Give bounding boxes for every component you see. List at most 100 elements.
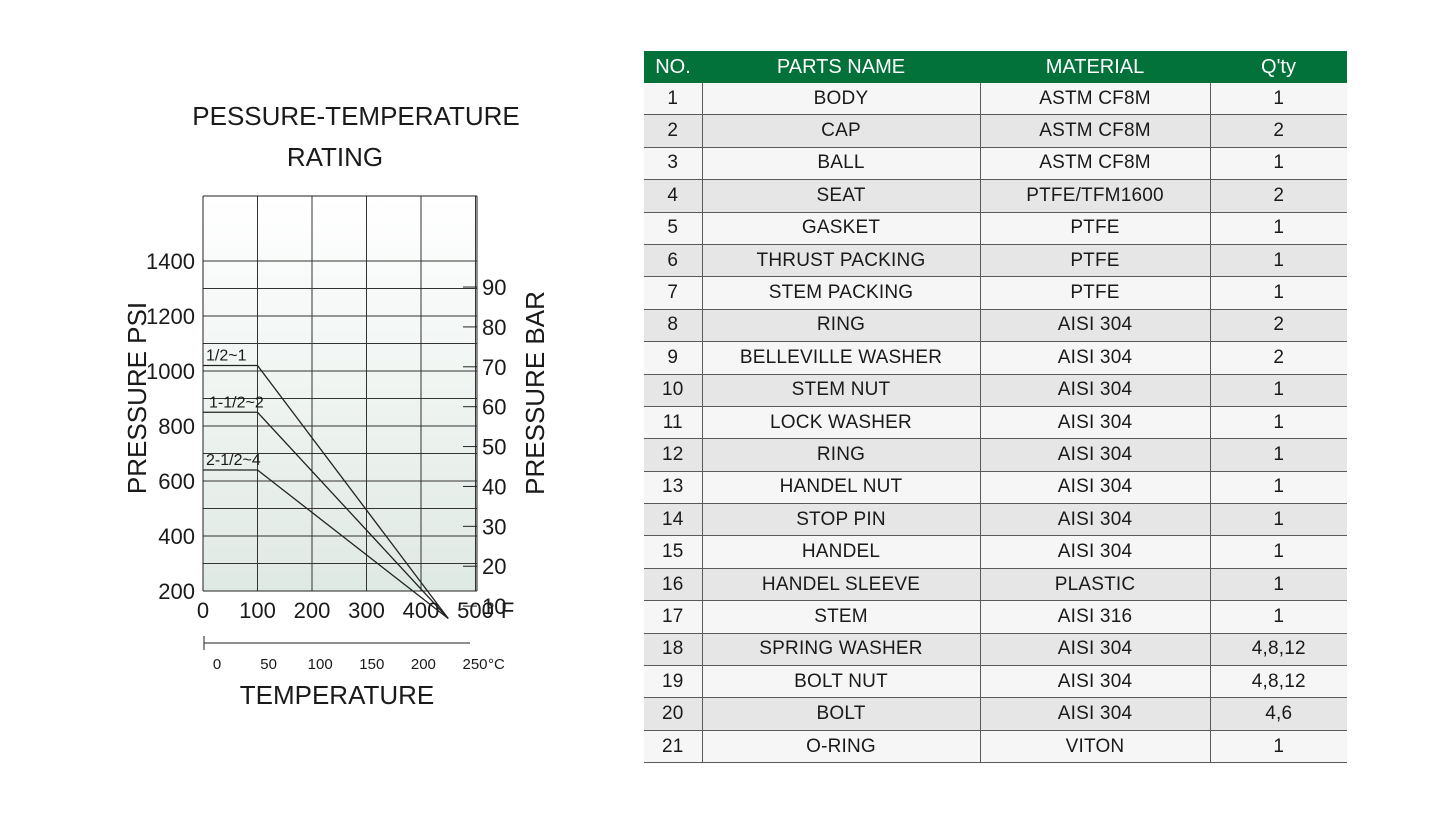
cell-qty: 1 bbox=[1210, 471, 1347, 505]
cell-parts-name: BELLEVILLE WASHER bbox=[702, 341, 981, 375]
x-tick-label: 200 bbox=[294, 598, 331, 623]
cell-qty: 1 bbox=[1210, 503, 1347, 537]
x-tick-label: 0 bbox=[197, 598, 209, 623]
cell-no: 15 bbox=[644, 535, 703, 569]
cell-qty: 2 bbox=[1210, 179, 1347, 213]
cell-parts-name: HANDEL bbox=[702, 535, 981, 569]
table-row: 9 BELLEVILLE WASHER AISI 304 2 bbox=[644, 341, 1347, 375]
table-row: 17 STEM AISI 316 1 bbox=[644, 600, 1347, 634]
cell-no: 21 bbox=[644, 730, 703, 764]
y2-tick-label: 30 bbox=[482, 514, 506, 539]
series-lines: 1/2~1 1-1/2~2 2-1/2~4 bbox=[203, 348, 449, 620]
cell-no: 11 bbox=[644, 406, 703, 440]
cell-no: 19 bbox=[644, 665, 703, 699]
cell-no: 18 bbox=[644, 633, 703, 667]
y-axis-label: PRESSURE PSI bbox=[122, 302, 152, 494]
cell-no: 1 bbox=[644, 83, 703, 116]
y-tick-label: 1200 bbox=[146, 304, 195, 329]
cell-no: 8 bbox=[644, 309, 703, 343]
cell-qty: 4,8,12 bbox=[1210, 633, 1347, 667]
series-line bbox=[203, 469, 449, 620]
table-row: 16 HANDEL SLEEVE PLASTIC 1 bbox=[644, 568, 1347, 602]
header-no: NO. bbox=[644, 51, 702, 83]
cell-no: 14 bbox=[644, 503, 703, 537]
y-tick-label: 200 bbox=[158, 579, 195, 604]
cell-material: AISI 304 bbox=[980, 665, 1211, 699]
cell-material: PTFE bbox=[980, 244, 1211, 278]
cell-no: 6 bbox=[644, 244, 703, 278]
table-row: 11 LOCK WASHER AISI 304 1 bbox=[644, 406, 1347, 440]
y-tick-label: 400 bbox=[158, 524, 195, 549]
cell-parts-name: THRUST PACKING bbox=[702, 244, 981, 278]
cell-qty: 1 bbox=[1210, 212, 1347, 245]
cell-material: PTFE/TFM1600 bbox=[980, 179, 1211, 213]
cell-no: 16 bbox=[644, 568, 703, 602]
cell-no: 7 bbox=[644, 276, 703, 310]
cell-qty: 1 bbox=[1210, 600, 1347, 634]
cell-qty: 4,8,12 bbox=[1210, 665, 1347, 699]
y2-tick-label: 90 bbox=[482, 275, 506, 300]
y-tick-label: 600 bbox=[158, 469, 195, 494]
cell-qty: 2 bbox=[1210, 309, 1347, 343]
y-tick-label: 1400 bbox=[146, 249, 195, 274]
table-row: 10 STEM NUT AISI 304 1 bbox=[644, 374, 1347, 407]
y-tick-label: 800 bbox=[158, 414, 195, 439]
table-row: 1 BODY ASTM CF8M 1 bbox=[644, 83, 1347, 116]
cell-qty: 2 bbox=[1210, 341, 1347, 375]
cell-material: AISI 304 bbox=[980, 535, 1211, 569]
cell-parts-name: STOP PIN bbox=[702, 503, 981, 537]
cell-parts-name: GASKET bbox=[702, 212, 981, 245]
cell-qty: 1 bbox=[1210, 406, 1347, 440]
x2-tick-label: 150 bbox=[359, 656, 384, 673]
cell-qty: 1 bbox=[1210, 83, 1347, 116]
cell-parts-name: CAP bbox=[702, 114, 981, 148]
series-label: 1/2~1 bbox=[206, 348, 247, 365]
cell-material: AISI 304 bbox=[980, 471, 1211, 505]
cell-material: PTFE bbox=[980, 212, 1211, 245]
x2-axis-unit: °C bbox=[488, 656, 505, 673]
cell-qty: 1 bbox=[1210, 244, 1347, 278]
cell-material: AISI 304 bbox=[980, 341, 1211, 375]
table-row: 18 SPRING WASHER AISI 304 4,8,12 bbox=[644, 633, 1347, 667]
cell-material: AISI 316 bbox=[980, 600, 1211, 634]
header-qty: Q'ty bbox=[1210, 51, 1347, 83]
series-label: 1-1/2~2 bbox=[209, 394, 264, 411]
table-row: 15 HANDEL AISI 304 1 bbox=[644, 535, 1347, 569]
x-axis-label: TEMPERATURE bbox=[240, 680, 435, 710]
cell-parts-name: STEM bbox=[702, 600, 981, 634]
cell-parts-name: STEM NUT bbox=[702, 374, 981, 407]
cell-no: 9 bbox=[644, 341, 703, 375]
cell-parts-name: STEM PACKING bbox=[702, 276, 981, 310]
table-row: 21 O-RING VITON 1 bbox=[644, 730, 1347, 764]
cell-material: ASTM CF8M bbox=[980, 114, 1211, 148]
table-row: 7 STEM PACKING PTFE 1 bbox=[644, 276, 1347, 310]
y2-axis-label: PRESSURE BAR bbox=[520, 291, 550, 495]
table-row: 6 THRUST PACKING PTFE 1 bbox=[644, 244, 1347, 278]
table-row: 13 HANDEL NUT AISI 304 1 bbox=[644, 471, 1347, 505]
cell-no: 17 bbox=[644, 600, 703, 634]
series-line bbox=[203, 411, 449, 619]
cell-no: 3 bbox=[644, 147, 703, 181]
y2-tick-label: 50 bbox=[482, 435, 506, 460]
y2-tick-label: 60 bbox=[482, 395, 506, 420]
header-material: MATERIAL bbox=[980, 51, 1210, 83]
series-label: 2-1/2~4 bbox=[206, 452, 261, 469]
cell-parts-name: HANDEL NUT bbox=[702, 471, 981, 505]
cell-material: PTFE bbox=[980, 276, 1211, 310]
cell-material: AISI 304 bbox=[980, 309, 1211, 343]
x2-tick-label: 250 bbox=[462, 656, 487, 673]
cell-material: AISI 304 bbox=[980, 697, 1211, 731]
cell-qty: 1 bbox=[1210, 438, 1347, 472]
pressure-temperature-chart: 1/2~1 1-1/2~2 2-1/2~4 200 400 600 800 1000 1200… bbox=[0, 0, 640, 822]
cell-material: ASTM CF8M bbox=[980, 83, 1211, 116]
cell-material: AISI 304 bbox=[980, 503, 1211, 537]
cell-parts-name: LOCK WASHER bbox=[702, 406, 981, 440]
plot-background bbox=[203, 196, 477, 591]
parts-table: NO. PARTS NAME MATERIAL Q'ty 1 BODY ASTM C… bbox=[644, 51, 1347, 764]
tick-labels: 2004006008001000120014001020304050607080… bbox=[146, 249, 506, 673]
cell-qty: 1 bbox=[1210, 374, 1347, 407]
x2-tick-label: 50 bbox=[260, 656, 277, 673]
table-row: 12 RING AISI 304 1 bbox=[644, 438, 1347, 472]
cell-qty: 1 bbox=[1210, 568, 1347, 602]
header-parts-name: PARTS NAME bbox=[702, 51, 980, 83]
